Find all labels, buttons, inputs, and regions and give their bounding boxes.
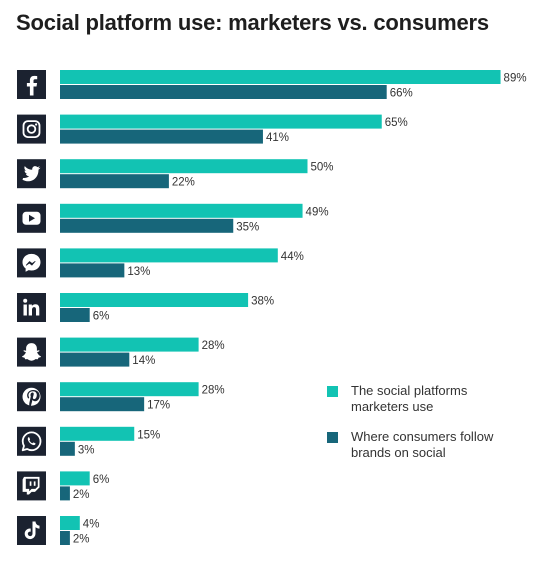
bar-consumers-youtube bbox=[60, 218, 234, 233]
bar-marketers-tiktok bbox=[60, 516, 80, 530]
bar-marketers-facebook bbox=[60, 70, 501, 84]
bar-consumers-instagram bbox=[60, 129, 263, 144]
data-label-consumers-twitch: 2% bbox=[73, 489, 90, 501]
data-label-marketers-facebook: 89% bbox=[504, 73, 527, 85]
data-label-marketers-linkedin: 38% bbox=[251, 296, 274, 308]
data-label-consumers-pinterest: 17% bbox=[147, 400, 170, 412]
data-label-consumers-facebook: 66% bbox=[390, 88, 413, 100]
data-label-consumers-whatsapp: 3% bbox=[78, 444, 95, 456]
legend-item-marketers: The social platforms marketers use bbox=[327, 383, 527, 415]
twitch-icon bbox=[17, 471, 46, 501]
instagram-icon bbox=[17, 114, 46, 144]
data-label-consumers-youtube: 35% bbox=[236, 221, 259, 233]
bar-marketers-youtube bbox=[60, 203, 303, 218]
bar-consumers-facebook bbox=[60, 85, 387, 99]
data-label-consumers-twitter: 22% bbox=[172, 177, 195, 189]
bar-consumers-tiktok bbox=[60, 531, 70, 545]
tiktok-icon bbox=[17, 516, 46, 545]
legend-swatch-consumers bbox=[327, 432, 338, 443]
legend-item-consumers: Where consumers follow brands on social bbox=[327, 429, 527, 461]
twitter-icon bbox=[17, 159, 46, 189]
pinterest-icon bbox=[17, 382, 46, 412]
bar-marketers-snapchat bbox=[60, 337, 199, 352]
bar-marketers-linkedin bbox=[60, 293, 249, 307]
data-label-marketers-youtube: 49% bbox=[306, 206, 329, 218]
messenger-icon bbox=[17, 248, 46, 278]
bar-consumers-whatsapp bbox=[60, 441, 75, 456]
bar-marketers-twitter bbox=[60, 159, 308, 174]
data-label-marketers-messenger: 44% bbox=[281, 251, 304, 263]
snapchat-icon bbox=[17, 337, 46, 367]
legend-label-consumers: Where consumers follow brands on social bbox=[351, 429, 494, 460]
legend-swatch-marketers bbox=[327, 386, 338, 397]
bar-marketers-twitch bbox=[60, 471, 90, 486]
whatsapp-icon bbox=[17, 426, 46, 456]
bar-consumers-pinterest bbox=[60, 397, 145, 412]
youtube-icon bbox=[17, 203, 46, 233]
legend: The social platforms marketers use Where… bbox=[327, 383, 527, 475]
data-label-consumers-snapchat: 14% bbox=[132, 355, 155, 367]
facebook-icon bbox=[17, 70, 46, 99]
data-label-marketers-pinterest: 28% bbox=[202, 385, 225, 397]
linkedin-icon bbox=[17, 293, 46, 322]
data-label-consumers-tiktok: 2% bbox=[73, 534, 90, 546]
data-label-marketers-instagram: 65% bbox=[385, 117, 408, 129]
data-label-marketers-twitch: 6% bbox=[93, 474, 110, 486]
bar-marketers-whatsapp bbox=[60, 426, 135, 441]
bar-consumers-snapchat bbox=[60, 352, 130, 367]
bar-consumers-twitter bbox=[60, 174, 169, 189]
data-label-consumers-instagram: 41% bbox=[266, 132, 289, 144]
bar-marketers-pinterest bbox=[60, 382, 199, 397]
data-label-marketers-snapchat: 28% bbox=[202, 340, 225, 352]
data-label-marketers-tiktok: 4% bbox=[83, 519, 100, 531]
bar-consumers-messenger bbox=[60, 263, 125, 278]
data-label-marketers-twitter: 50% bbox=[311, 162, 334, 174]
data-label-marketers-whatsapp: 15% bbox=[137, 429, 160, 441]
bar-consumers-twitch bbox=[60, 486, 70, 501]
bar-marketers-instagram bbox=[60, 114, 382, 129]
chart-title: Social platform use: marketers vs. consu… bbox=[16, 10, 489, 35]
bar-marketers-messenger bbox=[60, 248, 278, 263]
legend-label-marketers: The social platforms marketers use bbox=[351, 383, 468, 414]
data-label-consumers-messenger: 13% bbox=[127, 266, 150, 278]
bar-consumers-linkedin bbox=[60, 308, 90, 322]
data-label-consumers-linkedin: 6% bbox=[93, 311, 110, 323]
